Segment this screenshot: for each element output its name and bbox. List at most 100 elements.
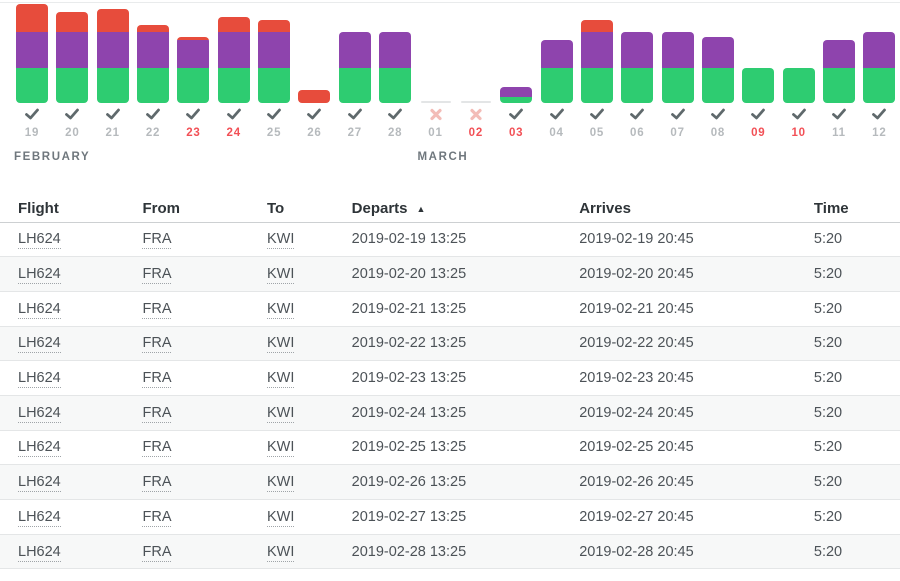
from-link[interactable]: FRA [142,439,172,458]
flight-link[interactable]: LH624 [18,370,61,389]
day-bar-segment-green [863,68,896,103]
column-header-flight[interactable]: Flight [0,196,125,223]
to-link[interactable]: KWI [266,300,295,319]
day-column: 11 [823,0,855,170]
check-icon[interactable] [145,106,161,122]
day-bar[interactable] [137,25,170,103]
table-row[interactable]: LH624 FRA KWI 2019-02-23 13:25 2019-02-23 20… [0,360,900,396]
day-bar[interactable] [379,32,412,103]
day-bar[interactable] [701,37,734,103]
to-link[interactable]: KWI [266,543,295,562]
check-icon[interactable] [226,106,242,122]
column-header-label: Arrives [579,200,631,218]
check-icon[interactable] [831,106,847,122]
day-bar[interactable] [96,9,129,103]
day-bar[interactable] [540,40,573,103]
table-row[interactable]: LH624 FRA KWI 2019-02-22 13:25 2019-02-22 20… [0,326,900,362]
check-icon[interactable] [589,106,605,122]
time-value: 5:20 [813,439,843,456]
from-link[interactable]: FRA [142,474,172,493]
day-bar[interactable] [863,32,896,103]
day-bar[interactable] [16,4,48,103]
table-row[interactable]: LH624 FRA KWI 2019-02-20 13:25 2019-02-20 20… [0,256,900,292]
column-header-to[interactable]: To [248,196,334,223]
cell-to: KWI [248,256,334,292]
day-bar[interactable] [217,17,250,103]
check-icon[interactable] [105,106,121,122]
cell-to: KWI [248,430,334,466]
table-row[interactable]: LH624 FRA KWI 2019-02-24 13:25 2019-02-24 20… [0,395,900,431]
to-link[interactable]: KWI [266,231,295,250]
flight-link[interactable]: LH624 [18,300,61,319]
from-link[interactable]: FRA [142,335,172,354]
check-icon[interactable] [750,106,766,122]
check-icon[interactable] [306,106,322,122]
to-link[interactable]: KWI [266,266,295,285]
from-link[interactable]: FRA [142,231,172,250]
flight-link[interactable]: LH624 [18,266,61,285]
day-bar[interactable] [338,32,371,103]
empty-day-line [420,101,451,103]
check-icon[interactable] [670,106,686,122]
check-icon[interactable] [266,106,282,122]
to-link[interactable]: KWI [266,370,295,389]
day-bar[interactable] [580,20,613,103]
flight-link[interactable]: LH624 [18,231,61,250]
flight-link[interactable]: LH624 [18,335,61,354]
day-bar[interactable] [56,12,89,103]
cross-icon[interactable] [428,106,444,122]
column-header-from[interactable]: From [124,196,249,223]
to-link[interactable]: KWI [266,335,295,354]
day-bar[interactable] [177,37,210,103]
day-bar[interactable] [661,32,694,103]
check-icon[interactable] [24,106,40,122]
day-bar[interactable] [298,90,331,103]
flight-link[interactable]: LH624 [18,439,61,458]
from-link[interactable]: FRA [142,508,172,527]
check-icon[interactable] [549,106,565,122]
table-row[interactable]: LH624 FRA KWI 2019-02-25 13:25 2019-02-25 20… [0,430,900,466]
from-link[interactable]: FRA [142,543,172,562]
to-link[interactable]: KWI [266,474,295,493]
flight-link[interactable]: LH624 [18,474,61,493]
to-link[interactable]: KWI [266,439,295,458]
table-row[interactable]: LH624 FRA KWI 2019-02-28 13:25 2019-02-28 20… [0,534,900,570]
check-icon[interactable] [791,106,807,122]
day-bar-segment-green [137,68,170,103]
day-bar[interactable] [782,68,815,103]
flight-link[interactable]: LH624 [18,404,61,423]
from-link[interactable]: FRA [142,370,172,389]
check-icon[interactable] [710,106,726,122]
day-bar-segment-green [661,68,694,103]
sort-ascending-icon[interactable]: ▲ [416,204,426,215]
check-icon[interactable] [508,106,524,122]
to-link[interactable]: KWI [266,508,295,527]
day-bar[interactable] [500,87,533,103]
cell-flight: LH624 [0,222,125,258]
check-icon[interactable] [871,106,887,122]
day-bar[interactable] [823,40,855,103]
check-icon[interactable] [629,106,645,122]
from-link[interactable]: FRA [142,266,172,285]
column-header-departs[interactable]: Departs ▲ [333,196,562,223]
day-bar[interactable] [258,20,291,103]
column-header-time[interactable]: Time [795,196,900,223]
flight-link[interactable]: LH624 [18,543,61,562]
check-icon[interactable] [185,106,201,122]
from-link[interactable]: FRA [142,404,172,423]
table-row[interactable]: LH624 FRA KWI 2019-02-26 13:25 2019-02-26 20… [0,464,900,500]
day-bar[interactable] [621,32,654,103]
to-link[interactable]: KWI [266,404,295,423]
from-link[interactable]: FRA [142,300,172,319]
cross-icon[interactable] [468,106,484,122]
check-icon[interactable] [64,106,80,122]
cell-from: FRA [124,326,249,362]
check-icon[interactable] [387,106,403,122]
column-header-arrives[interactable]: Arrives [561,196,796,223]
check-icon[interactable] [347,106,363,122]
table-row[interactable]: LH624 FRA KWI 2019-02-21 13:25 2019-02-21 20… [0,291,900,327]
day-bar[interactable] [742,68,775,103]
table-row[interactable]: LH624 FRA KWI 2019-02-27 13:25 2019-02-27 20… [0,499,900,535]
flight-link[interactable]: LH624 [18,508,61,527]
table-row[interactable]: LH624 FRA KWI 2019-02-19 13:25 2019-02-19 20… [0,222,900,258]
